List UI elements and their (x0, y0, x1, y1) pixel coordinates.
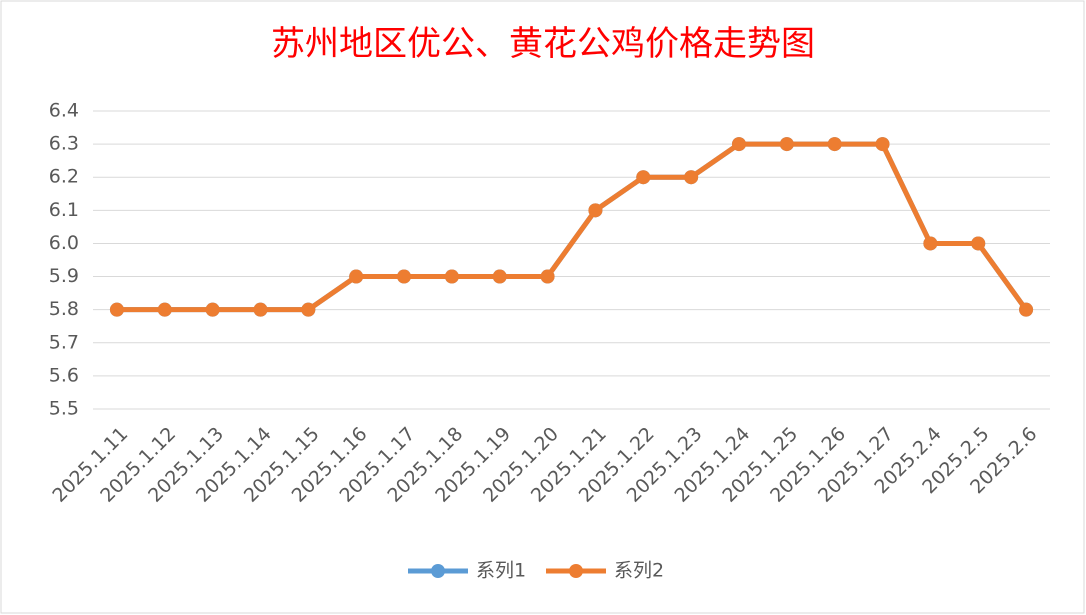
data-point (971, 236, 986, 251)
line-series (116, 141, 1029, 313)
y-tick-label: 5.8 (49, 298, 79, 320)
chart-title: 苏州地区优公、黄花公鸡价格走势图 (271, 24, 815, 64)
data-point (444, 269, 459, 284)
y-tick-label: 5.9 (49, 265, 79, 287)
legend-marker (569, 564, 583, 578)
data-point (205, 302, 220, 317)
data-point (301, 302, 316, 317)
data-point (779, 137, 794, 152)
data-point (875, 137, 890, 152)
data-point (157, 302, 172, 317)
y-tick-label: 5.5 (49, 398, 79, 420)
data-point (253, 302, 268, 317)
data-point (684, 170, 699, 185)
data-point (827, 137, 842, 152)
y-tick-label: 6.0 (49, 232, 79, 254)
data-point (731, 137, 746, 152)
data-point (109, 302, 124, 317)
legend-marker (431, 564, 445, 578)
data-point (492, 269, 507, 284)
data-point (1019, 302, 1034, 317)
y-tick-label: 6.2 (49, 166, 79, 188)
data-point (540, 269, 555, 284)
data-point (349, 269, 364, 284)
data-point (588, 203, 603, 218)
y-tick-label: 6.1 (49, 199, 79, 221)
data-point (397, 269, 412, 284)
y-tick-label: 5.7 (49, 331, 79, 353)
data-point (636, 170, 651, 185)
y-tick-label: 6.3 (49, 133, 79, 155)
legend-label: 系列2 (614, 560, 664, 582)
y-tick-label: 6.4 (49, 100, 79, 122)
legend-label: 系列1 (476, 560, 526, 582)
y-tick-label: 5.6 (49, 364, 79, 386)
data-point (923, 236, 938, 251)
